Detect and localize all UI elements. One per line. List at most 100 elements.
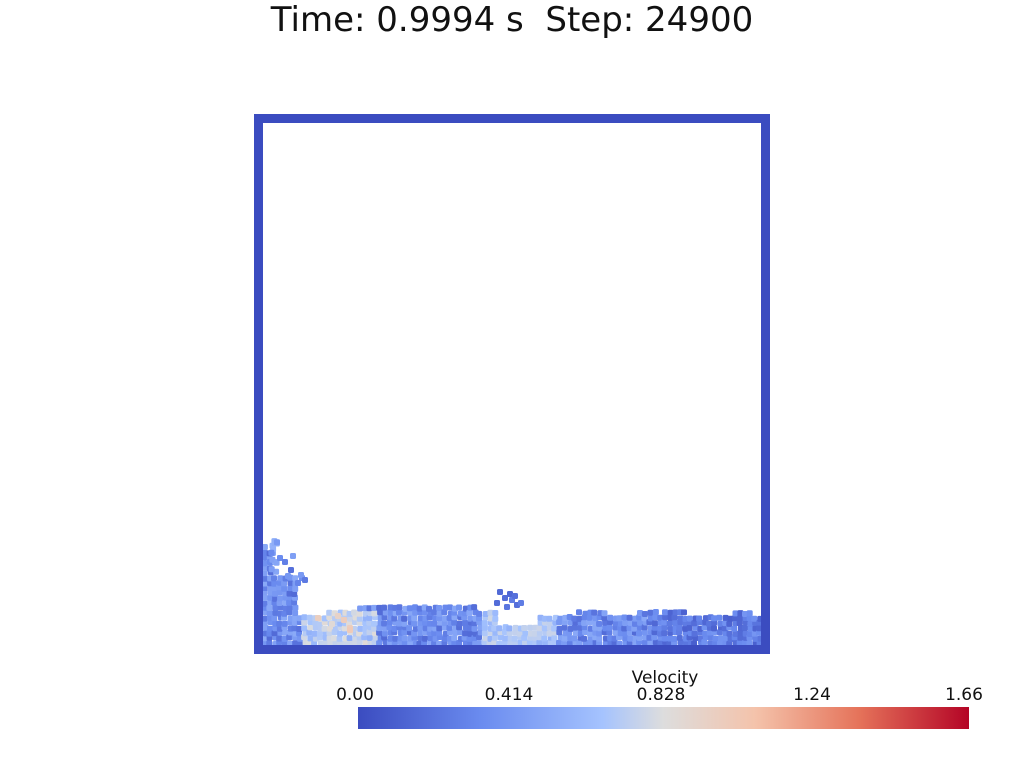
- fluid-particle: [701, 639, 708, 646]
- fluid-particle: [412, 604, 418, 611]
- fluid-particle: [346, 635, 353, 641]
- fluid-particle: [436, 625, 443, 632]
- fluid-particle: [292, 610, 299, 616]
- colorbar-title: Velocity: [631, 668, 699, 688]
- fluid-particle: [261, 575, 268, 582]
- fluid-particle: [576, 640, 583, 647]
- fluid-particle: [392, 635, 399, 642]
- fluid-particle: [292, 575, 299, 582]
- fluid-particle: [285, 573, 291, 579]
- fluid-particle: [331, 635, 337, 642]
- fluid-particle: [401, 620, 408, 627]
- fluid-particle: [329, 621, 335, 627]
- fluid-particle: [333, 625, 339, 632]
- fluid-particle: [652, 614, 659, 621]
- fluid-particle: [291, 591, 298, 597]
- fluid-particle: [491, 640, 498, 647]
- fluid-particle: [502, 635, 509, 642]
- fluid-particle: [586, 619, 593, 626]
- fluid-particle: [556, 639, 562, 646]
- fluid-particle: [566, 614, 573, 620]
- fluid-particle: [261, 600, 268, 607]
- fluid-particle: [471, 625, 478, 632]
- fluid-particle: [417, 619, 424, 626]
- fluid-particle: [616, 615, 623, 622]
- fluid-particle: [406, 625, 413, 632]
- fluid-particle: [266, 630, 273, 637]
- fluid-particle: [596, 630, 602, 637]
- fluid-particle: [387, 635, 394, 642]
- fluid-particle: [466, 635, 473, 642]
- fluid-particle: [281, 620, 288, 627]
- fluid-particle: [311, 630, 318, 637]
- fluid-particle: [276, 589, 283, 596]
- fluid-particle: [446, 604, 453, 611]
- fluid-particle: [316, 630, 323, 637]
- fluid-particle: [561, 624, 568, 631]
- fluid-particle: [606, 624, 613, 631]
- fluid-particle: [277, 595, 284, 602]
- fluid-particle: [591, 609, 598, 616]
- fluid-particle: [466, 625, 473, 632]
- fluid-particle: [481, 630, 488, 637]
- fluid-particle: [281, 610, 288, 617]
- fluid-particle: [277, 575, 284, 582]
- fluid-particle: [491, 634, 498, 641]
- fluid-particle: [442, 615, 448, 622]
- fluid-particle: [466, 609, 473, 616]
- fluid-particle: [366, 615, 373, 621]
- fluid-particle: [312, 620, 319, 626]
- fluid-particle: [417, 630, 424, 636]
- fluid-particle: [676, 635, 683, 641]
- fluid-particle: [272, 604, 279, 611]
- fluid-particle: [621, 614, 628, 621]
- fluid-particle: [641, 611, 648, 617]
- fluid-particle: [581, 635, 587, 642]
- fluid-particle: [651, 634, 658, 641]
- fluid-particle: [731, 625, 738, 632]
- fluid-particle: [277, 604, 284, 611]
- fluid-particle: [587, 630, 594, 637]
- fluid-particle: [652, 609, 659, 615]
- fluid-particle: [376, 604, 383, 611]
- fluid-particle: [351, 609, 358, 616]
- fluid-particle: [536, 639, 543, 646]
- fluid-particle: [612, 620, 619, 627]
- fluid-particle: [427, 635, 434, 642]
- colorbar-tick-1: 0.414: [484, 685, 534, 705]
- fluid-particle: [426, 605, 432, 612]
- fluid-particle: [287, 615, 294, 622]
- fluid-particle: [522, 630, 529, 637]
- fluid-particle: [471, 604, 478, 611]
- fluid-particle: [261, 640, 268, 647]
- fluid-particle: [382, 609, 389, 616]
- fluid-particle: [596, 635, 603, 642]
- fluid-particle: [401, 629, 408, 636]
- fluid-particle: [641, 624, 648, 631]
- fluid-particle: [276, 625, 283, 632]
- fluid-particle: [362, 639, 369, 646]
- fluid-particle: [411, 620, 418, 627]
- fluid-particle: [261, 544, 268, 550]
- fluid-particle: [322, 639, 329, 646]
- fluid-particle: [282, 629, 289, 636]
- fluid-particle: [756, 625, 763, 632]
- fluid-particle: [386, 624, 393, 631]
- fluid-particle: [271, 575, 277, 582]
- colorbar-tick-4: 1.66: [945, 685, 983, 705]
- fluid-particle: [268, 566, 275, 573]
- fluid-particle: [371, 620, 378, 627]
- fluid-particle: [356, 610, 363, 617]
- fluid-particle: [732, 615, 739, 621]
- fluid-particle: [341, 625, 348, 632]
- fluid-particle: [371, 610, 378, 617]
- fluid-particle: [356, 639, 363, 646]
- fluid-particle: [691, 630, 698, 637]
- fluid-particle: [741, 640, 748, 646]
- fluid-particle: [261, 580, 268, 587]
- fluid-particle: [506, 625, 513, 632]
- fluid-particle: [436, 605, 443, 611]
- fluid-particle: [371, 604, 378, 611]
- fluid-particle: [627, 635, 634, 642]
